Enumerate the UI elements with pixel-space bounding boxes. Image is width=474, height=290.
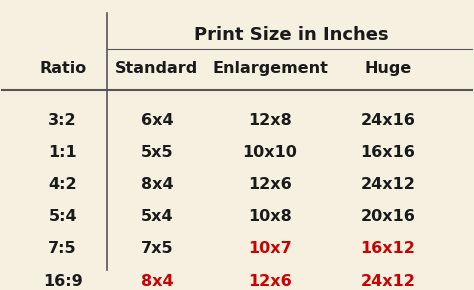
Text: 24x12: 24x12	[360, 273, 415, 289]
Text: 10x8: 10x8	[248, 209, 292, 224]
Text: 24x16: 24x16	[360, 113, 415, 128]
Text: 1:1: 1:1	[48, 145, 77, 160]
Text: Enlargement: Enlargement	[212, 61, 328, 76]
Text: 8x4: 8x4	[141, 177, 173, 192]
Text: 16:9: 16:9	[43, 273, 82, 289]
Text: 5x5: 5x5	[141, 145, 173, 160]
Text: 12x8: 12x8	[248, 113, 292, 128]
Text: 16x12: 16x12	[360, 242, 415, 256]
Text: 24x12: 24x12	[360, 177, 415, 192]
Text: 3:2: 3:2	[48, 113, 77, 128]
Text: Print Size in Inches: Print Size in Inches	[194, 26, 389, 44]
Text: 16x16: 16x16	[360, 145, 415, 160]
Text: 12x6: 12x6	[248, 273, 292, 289]
Text: 12x6: 12x6	[248, 177, 292, 192]
Text: Ratio: Ratio	[39, 61, 86, 76]
Text: 5x4: 5x4	[141, 209, 173, 224]
Text: 7:5: 7:5	[48, 242, 77, 256]
Text: Huge: Huge	[364, 61, 411, 76]
Text: 4:2: 4:2	[48, 177, 77, 192]
Text: 5:4: 5:4	[48, 209, 77, 224]
Text: 10x7: 10x7	[248, 242, 292, 256]
Text: 10x10: 10x10	[243, 145, 297, 160]
Text: Standard: Standard	[115, 61, 199, 76]
Text: 6x4: 6x4	[141, 113, 173, 128]
Text: 8x4: 8x4	[141, 273, 173, 289]
Text: 20x16: 20x16	[360, 209, 415, 224]
Text: 7x5: 7x5	[141, 242, 173, 256]
